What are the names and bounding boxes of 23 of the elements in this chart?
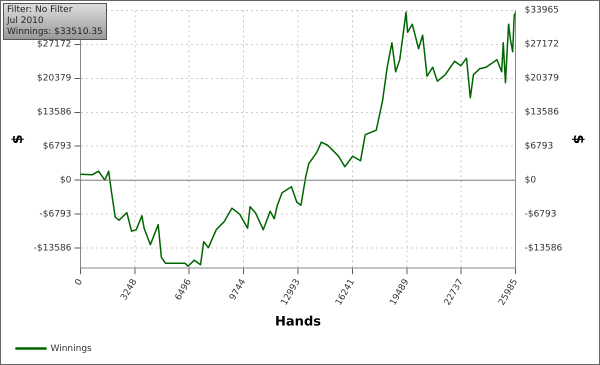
y-tick-label: -$6793	[40, 210, 72, 220]
y2-tick-label: $27172	[524, 40, 559, 50]
y-tick-label: $0	[60, 176, 72, 186]
y-tick-label: -$13586	[34, 243, 72, 254]
x-tick-label: 0	[74, 277, 86, 288]
annotation: Winnings: $33510.35	[7, 27, 103, 38]
y-tick-label: $6793	[42, 142, 72, 152]
y2-tick-label: $33965	[524, 6, 559, 16]
y2-tick-label: $6793	[524, 142, 554, 152]
text: Jul 2010	[7, 16, 45, 27]
x-axis-title: Hands	[275, 314, 322, 330]
y-tick-label: $20379	[37, 74, 72, 84]
y2-axis-title: $	[570, 134, 586, 144]
y2-tick-label: $20379	[524, 74, 560, 84]
y2-tick-label: -$6793	[524, 210, 556, 220]
y-axis-title: $	[10, 134, 26, 144]
legend-label: Winnings	[50, 344, 92, 354]
y-tick-label: $13586	[37, 108, 72, 118]
text: Filter: No Filter	[7, 5, 74, 16]
y2-tick-label: $13586	[524, 108, 560, 118]
y-tick-label: $27172	[37, 40, 72, 50]
y2-tick-label: $0	[524, 176, 536, 186]
y2-tick-label: -$13586	[524, 243, 562, 254]
